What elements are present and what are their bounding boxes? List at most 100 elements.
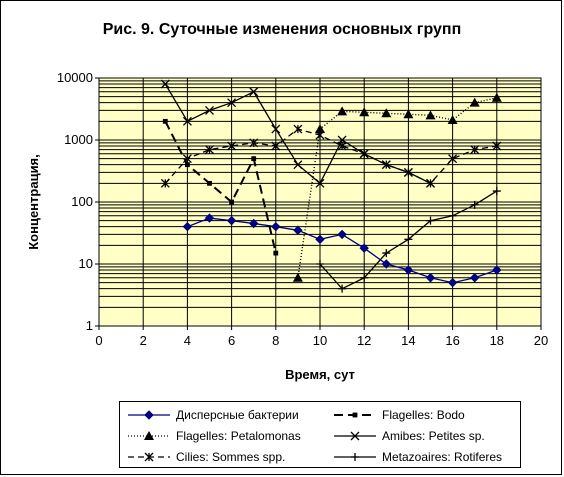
series-6 [316, 187, 501, 293]
x-axis-title: Время, сут [285, 367, 355, 382]
data-point [227, 141, 237, 151]
data-point [447, 115, 458, 125]
data-point [426, 216, 435, 225]
data-point [491, 92, 502, 102]
legend-swatch [128, 430, 170, 440]
data-point [381, 259, 392, 269]
y-axis: 1 10 100 1000 10000 [57, 70, 99, 333]
data-point [470, 200, 479, 209]
legend-label: Flagelles: Bodo [382, 407, 465, 422]
data-point [337, 141, 347, 151]
x-tick-label: 10 [313, 333, 327, 348]
legend-item: Flagelles: Petalomonas [126, 425, 301, 446]
data-point [404, 235, 413, 244]
data-point [144, 409, 154, 420]
data-point [205, 145, 214, 155]
data-point [271, 124, 281, 134]
series-3 [292, 92, 502, 282]
x-tick-label: 20 [534, 333, 548, 348]
data-point [403, 109, 414, 119]
x-tick-label: 2 [140, 333, 147, 348]
data-point [359, 107, 370, 117]
data-point [185, 162, 190, 168]
data-point [207, 180, 212, 186]
data-point [360, 273, 369, 282]
x-tick-label: 4 [184, 333, 191, 348]
data-point [227, 98, 237, 108]
data-point [293, 160, 303, 170]
data-point [448, 211, 457, 220]
data-point [248, 218, 259, 229]
x-tick-label: 12 [357, 333, 371, 348]
data-point [182, 221, 193, 232]
data-point [338, 284, 347, 293]
series-line [164, 120, 277, 254]
data-point [293, 124, 303, 134]
data-point [337, 229, 347, 240]
x-tick-label: 14 [401, 333, 415, 348]
series-1 [182, 213, 502, 288]
series-line [297, 97, 497, 278]
y-tick-label: 1 [86, 318, 93, 333]
data-point [382, 249, 391, 258]
data-point [492, 141, 502, 151]
x-axis: 0 2 4 6 8 10 12 14 16 18 20 [95, 326, 548, 348]
data-point [273, 250, 279, 256]
data-point [350, 431, 360, 440]
legend-item: Cilies: Sommes spp. [126, 446, 285, 467]
x-tick-label: 18 [490, 333, 504, 348]
legend-swatch [128, 452, 170, 461]
series-layer [160, 79, 502, 293]
data-point [403, 167, 413, 177]
legend-swatch [334, 412, 376, 417]
legend-item: Amibes: Petites sp. [332, 425, 485, 446]
data-point [316, 260, 324, 268]
data-point [182, 116, 192, 126]
y-tick-label: 100 [71, 194, 93, 209]
data-point [205, 105, 214, 115]
x-tick-label: 6 [228, 333, 235, 348]
legend-item: Flagelles: Bodo [332, 404, 465, 425]
legend: Дисперсные бактерии Flagelles: Bodo Flagel… [119, 401, 521, 468]
data-point [204, 213, 215, 223]
data-point [292, 272, 303, 282]
data-point [182, 154, 192, 164]
data-point [144, 452, 154, 461]
series-2 [162, 118, 279, 256]
data-point [249, 87, 259, 97]
data-point [160, 79, 170, 89]
data-point [315, 124, 325, 134]
data-point [162, 118, 168, 124]
data-point [469, 97, 480, 107]
data-point [492, 265, 502, 275]
data-point [293, 225, 303, 235]
y-tick-label: 10000 [57, 70, 93, 85]
data-point [425, 110, 436, 120]
data-point [271, 141, 281, 151]
data-point [144, 430, 154, 440]
series-line [164, 128, 497, 185]
data-point [229, 199, 234, 205]
legend-label: Дисперсные бактерии [176, 407, 299, 422]
data-point [426, 178, 435, 188]
data-point [226, 215, 237, 226]
data-point [359, 243, 369, 253]
series-5 [160, 124, 502, 188]
legend-swatch [334, 431, 376, 440]
legend-item: Metazoaires: Rotiferes [332, 446, 502, 467]
data-point [470, 145, 480, 155]
data-point [315, 178, 325, 188]
data-point [425, 273, 436, 283]
x-tick-label: 0 [95, 333, 102, 348]
data-point [469, 273, 480, 283]
legend-label: Amibes: Petites sp. [382, 428, 485, 443]
data-point [403, 265, 414, 275]
legend-swatch [128, 409, 170, 420]
x-tick-label: 16 [445, 333, 459, 348]
data-point [249, 138, 259, 148]
data-point [351, 452, 359, 461]
y-axis-title: Концентрация, [26, 154, 41, 250]
x-tick-label: 8 [272, 333, 279, 348]
